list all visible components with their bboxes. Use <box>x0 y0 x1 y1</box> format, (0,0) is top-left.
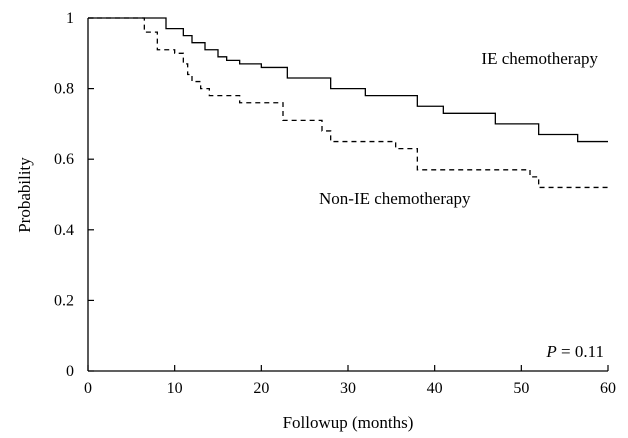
x-tick-label: 30 <box>340 380 356 397</box>
y-tick-label: 0.6 <box>54 151 74 168</box>
x-tick-label: 40 <box>427 380 443 397</box>
series-line-non-ie <box>88 17 608 189</box>
series-line-ie <box>88 17 608 143</box>
x-tick-label: 20 <box>253 380 269 397</box>
y-tick-label: 0.8 <box>54 81 74 98</box>
y-axis-title: Probability <box>15 157 34 233</box>
p-value: = 0.11 <box>557 342 604 361</box>
p-symbol: P <box>545 342 556 361</box>
x-tick-label: 60 <box>600 380 616 397</box>
x-tick-label: 10 <box>167 380 183 397</box>
y-tick-label: 0.4 <box>54 222 74 239</box>
ticks: 0 10 20 30 40 50 60 0 0.2 0.4 0.6 0.8 1 <box>54 10 616 397</box>
series-lines <box>88 17 608 189</box>
y-tick-label: 1 <box>66 10 74 27</box>
series-label-ie: IE chemotherapy <box>481 49 598 68</box>
x-tick-label: 50 <box>513 380 529 397</box>
x-tick-label: 0 <box>84 380 92 397</box>
x-axis-title: Followup (months) <box>283 413 414 432</box>
y-tick-label: 0 <box>66 363 74 380</box>
series-label-non-ie: Non-IE chemotherapy <box>319 189 471 208</box>
p-value-annotation: P = 0.11 <box>545 342 604 361</box>
y-tick-label: 0.2 <box>54 292 74 309</box>
